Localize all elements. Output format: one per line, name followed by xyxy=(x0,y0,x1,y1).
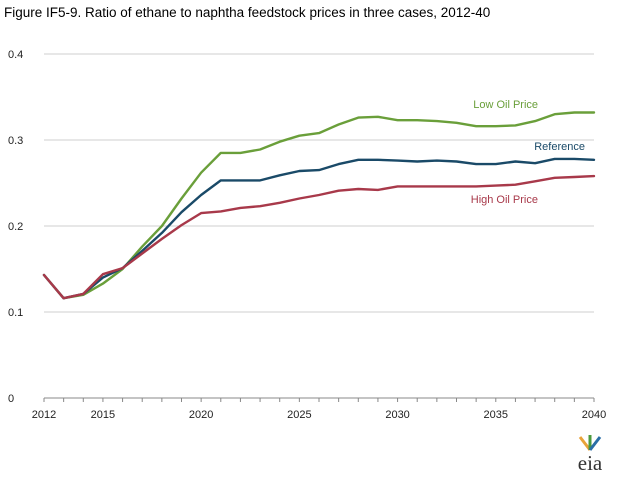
series-lines xyxy=(42,111,596,300)
chart-title: Figure IF5-9. Ratio of ethane to naphtha… xyxy=(4,5,491,20)
y-tick-label: 0.1 xyxy=(8,307,23,319)
series-line-high-oil xyxy=(42,174,596,300)
x-tick-label: 2030 xyxy=(385,409,409,421)
logo-rays-icon xyxy=(578,435,602,451)
y-tick-label: 0.2 xyxy=(8,221,23,233)
eia-logo: eia xyxy=(566,434,614,476)
series-labels: Low Oil Price Reference High Oil Price xyxy=(471,99,585,206)
x-tick-label: 2035 xyxy=(484,409,508,421)
series-label-low-oil: Low Oil Price xyxy=(473,99,538,111)
x-tick-label: 2040 xyxy=(582,409,606,421)
series-label-high-oil: High Oil Price xyxy=(471,194,538,206)
x-tick-label: 2012 xyxy=(32,409,56,421)
series-label-reference: Reference xyxy=(534,141,585,153)
gridlines xyxy=(44,53,594,313)
series-line-low-oil xyxy=(42,111,596,300)
x-tick-label: 2015 xyxy=(91,409,115,421)
axes: 0 0.1 0.2 0.3 0.4 2012 2015 2020 2025 2030 2035 204… xyxy=(8,49,606,421)
y-tick-label: 0.4 xyxy=(8,49,23,61)
x-tick-label: 2020 xyxy=(189,409,213,421)
logo-text: eia xyxy=(578,451,603,475)
series-line-reference xyxy=(42,157,596,300)
x-tick-label: 2025 xyxy=(287,409,311,421)
y-tick-label: 0 xyxy=(8,393,14,405)
y-tick-label: 0.3 xyxy=(8,135,23,147)
